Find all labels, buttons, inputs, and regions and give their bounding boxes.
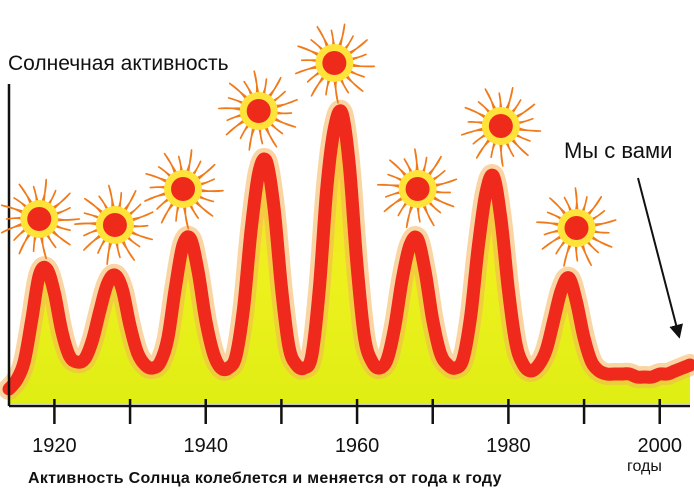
sun-icon bbox=[536, 187, 617, 267]
annotation-arrow bbox=[637, 177, 683, 339]
sun-icon bbox=[0, 178, 81, 260]
x-axis-unit-label: годы bbox=[627, 458, 662, 475]
axes bbox=[7, 84, 690, 408]
sun-icons bbox=[0, 23, 617, 267]
x-tick-label: 1980 bbox=[486, 435, 531, 457]
x-tick-label: 1920 bbox=[32, 435, 77, 457]
x-tick-label: 2000 bbox=[637, 435, 682, 457]
sun-icon bbox=[377, 148, 458, 229]
sun-icon bbox=[295, 23, 375, 104]
activity-curve-line bbox=[2, 104, 694, 396]
y-axis-label: Солнечная активность bbox=[8, 52, 229, 75]
x-ticks: 1920 1940 1960 1980 2000 bbox=[32, 399, 682, 457]
chart-caption: Активность Солнца колеблется и меняется … bbox=[28, 470, 502, 487]
annotation-label: Мы с вами bbox=[564, 138, 672, 163]
sun-icon bbox=[74, 184, 154, 265]
sun-icon bbox=[144, 149, 224, 230]
activity-curve bbox=[0, 99, 694, 400]
x-tick-label: 1940 bbox=[183, 435, 228, 457]
x-tick-label: 1960 bbox=[335, 435, 380, 457]
sun-icon bbox=[218, 70, 298, 151]
sun-icon bbox=[461, 87, 542, 167]
